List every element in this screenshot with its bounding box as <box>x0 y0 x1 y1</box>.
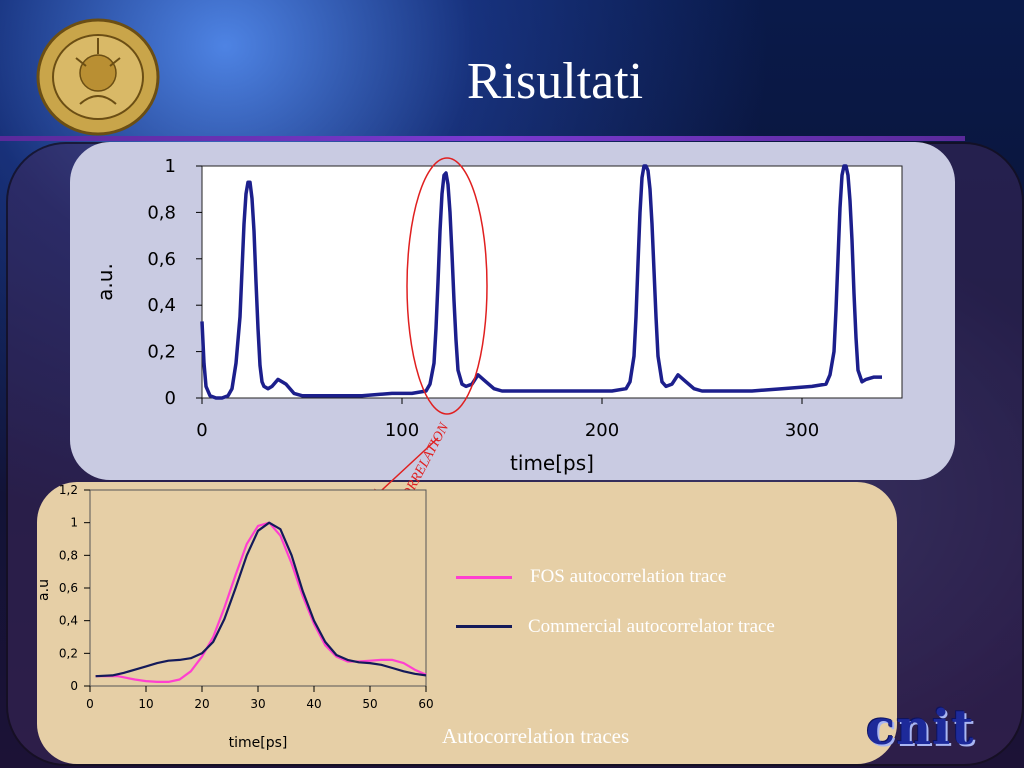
y-tick-label: 0,8 <box>147 202 176 223</box>
y-tick-label: 1 <box>165 156 176 177</box>
x-tick-label: 60 <box>418 697 433 711</box>
x-tick-label: 40 <box>306 697 321 711</box>
x-axis-label-1: time[ps] <box>510 451 594 475</box>
slide-title: Risultati <box>466 53 644 110</box>
bottom-caption: Autocorrelation traces <box>442 724 630 748</box>
autocorrelation-chart: 0 0,2 0,4 0,6 0,8 1 1,2 0 10 20 30 40 50 60 a.u time[… <box>36 483 434 751</box>
y-tick-label: 0,6 <box>59 581 78 595</box>
series-line-1 <box>95 521 427 678</box>
x-axis-label-2: time[ps] <box>229 735 288 751</box>
y-tick-label: 0 <box>165 388 176 409</box>
y-tick-label: 1 <box>70 516 78 530</box>
highlight-ellipse <box>406 157 488 415</box>
y-tick-label: 0,2 <box>59 646 78 660</box>
y-axis-label-2: a.u <box>36 579 52 601</box>
y-tick-label: 0,4 <box>147 295 176 316</box>
y-tick-label: 0 <box>70 679 78 693</box>
x-tick-label: 300 <box>785 420 819 441</box>
plot-area-1 <box>201 165 903 399</box>
series-line-0 <box>200 164 882 400</box>
y-tick-label: 0,8 <box>59 548 78 562</box>
x-tick-label: 20 <box>194 697 209 711</box>
y-axis-label-1: a.u. <box>93 263 117 301</box>
x-tick-label: 200 <box>585 420 619 441</box>
title-divider <box>0 136 965 141</box>
y-tick-label: 0,2 <box>147 342 176 363</box>
legend-label-fos: FOS autocorrelation trace <box>530 566 727 587</box>
x-tick-label: 10 <box>138 697 153 711</box>
legend-swatch-commercial <box>456 625 512 628</box>
x-tick-label: 30 <box>250 697 265 711</box>
y-tick-label: 1,2 <box>59 483 78 497</box>
y-tick-label: 0,4 <box>59 614 78 628</box>
x-tick-label: 0 <box>196 420 207 441</box>
university-seal-logo <box>36 18 160 136</box>
y-tick-label: 0,6 <box>147 249 176 270</box>
sampled-signal-label: Sampled signal <box>264 208 400 233</box>
x-tick-label: 100 <box>385 420 419 441</box>
x-tick-label: 50 <box>362 697 377 711</box>
cnit-logo: cnit <box>866 700 975 756</box>
legend-label-commercial: Commercial autocorrelator trace <box>528 616 775 637</box>
plot-area-2 <box>89 489 427 687</box>
legend-swatch-fos <box>456 576 512 579</box>
x-tick-label: 0 <box>86 697 94 711</box>
sampled-signal-chart: 0 0,2 0,4 0,6 0,8 1 0 100 200 300 a.u. time[ps] <box>93 156 903 475</box>
